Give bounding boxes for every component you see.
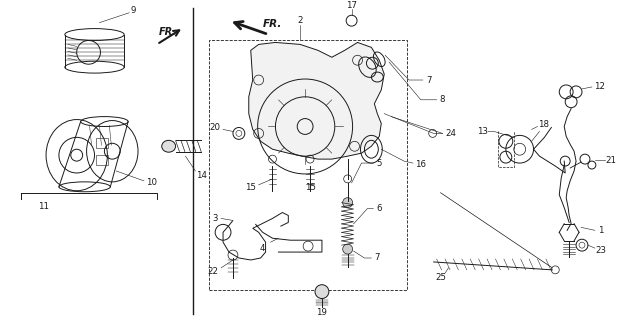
Circle shape (342, 198, 353, 208)
Text: 25: 25 (435, 273, 446, 282)
Circle shape (342, 244, 353, 254)
Text: 11: 11 (37, 202, 49, 211)
Text: 2: 2 (298, 16, 303, 25)
Ellipse shape (162, 140, 175, 152)
Text: 18: 18 (538, 120, 549, 129)
Text: 15: 15 (304, 183, 316, 192)
Text: 5: 5 (377, 159, 382, 168)
Text: 1: 1 (598, 226, 603, 235)
Text: 19: 19 (316, 308, 327, 317)
Text: 7: 7 (375, 253, 380, 262)
Text: 16: 16 (415, 160, 426, 169)
Text: 3: 3 (213, 214, 218, 223)
Text: 22: 22 (208, 267, 218, 276)
Polygon shape (249, 43, 384, 159)
Text: 7: 7 (426, 76, 432, 84)
Text: 8: 8 (440, 95, 446, 104)
Bar (96, 155, 108, 165)
Bar (210, 40, 407, 290)
Text: 6: 6 (377, 204, 382, 213)
Text: 17: 17 (346, 1, 357, 10)
Bar (96, 138, 108, 148)
Text: 15: 15 (245, 183, 256, 192)
Text: 13: 13 (477, 127, 487, 136)
Text: 9: 9 (130, 6, 135, 15)
Text: FR.: FR. (263, 19, 282, 28)
Text: 23: 23 (595, 245, 606, 255)
Text: 10: 10 (146, 178, 158, 187)
Text: 20: 20 (210, 123, 221, 132)
Circle shape (315, 285, 329, 299)
Text: 24: 24 (445, 129, 456, 138)
Text: 12: 12 (594, 83, 605, 92)
Text: 14: 14 (196, 172, 207, 180)
Text: 21: 21 (605, 156, 616, 164)
Text: 4: 4 (260, 244, 265, 252)
Text: FR.: FR. (159, 27, 177, 36)
